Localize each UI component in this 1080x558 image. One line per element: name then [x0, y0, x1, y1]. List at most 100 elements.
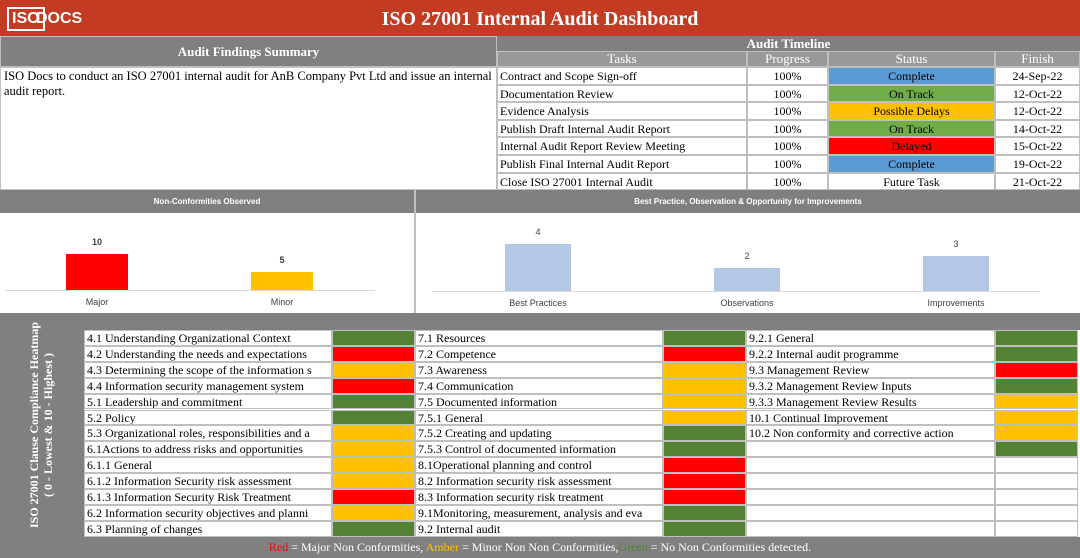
clause-status: [663, 345, 746, 362]
clause-status: [332, 377, 415, 394]
clause-status: [995, 473, 1078, 489]
clause-label: 10.2 Non conformity and corrective actio…: [746, 425, 995, 442]
value-label: 2: [744, 250, 750, 261]
findings-title: Audit Findings Summary: [0, 36, 497, 67]
clause-status: [663, 409, 746, 426]
clause-label: 7.3 Awareness: [415, 361, 663, 378]
clause-status: [995, 330, 1078, 346]
clause-status: [332, 409, 415, 426]
heatmap-side: ISO 27001 Clause Compliance Heatmap ( 0 …: [0, 313, 84, 537]
timeline-progress: 100%: [747, 172, 828, 191]
chart-baseline: [5, 290, 375, 291]
timeline-column-header: Finish: [995, 51, 1080, 67]
title-bar: ISO DOCS ISO 27001 Internal Audit Dashbo…: [0, 0, 1080, 36]
category-label: Improvements: [927, 298, 985, 308]
timeline-finish: 19-Oct-22: [995, 155, 1080, 173]
category-label: Major: [85, 297, 109, 307]
timeline-progress: 100%: [747, 84, 828, 103]
legend-text: = Major Non Conformities,: [288, 540, 426, 554]
timeline-progress: 100%: [747, 102, 828, 120]
clause-status: [663, 441, 746, 458]
timeline-progress: 100%: [747, 155, 828, 173]
heatmap-title: ISO 27001 Clause Compliance Heatmap: [27, 322, 41, 529]
clause-label: [746, 504, 995, 521]
clause-label: 7.1 Resources: [415, 330, 663, 346]
legend-text: Amber: [425, 540, 459, 554]
timeline-finish: 12-Oct-22: [995, 102, 1080, 120]
findings-text: ISO Docs to conduct an ISO 27001 interna…: [0, 67, 497, 190]
clause-status: [332, 520, 415, 537]
heatmap-subtitle: ( 0 - Lowest & 10 - Highest ): [41, 353, 55, 497]
clause-status: [663, 489, 746, 505]
clause-label: 5.2 Policy: [84, 409, 332, 426]
timeline-finish: 24-Sep-22: [995, 67, 1080, 85]
clause-status: [663, 520, 746, 537]
bar: [505, 244, 571, 291]
clause-label: 6.1.1 General: [84, 457, 332, 474]
clause-label: 4.2 Understanding the needs and expectat…: [84, 345, 332, 362]
clause-status: [663, 377, 746, 394]
clause-status: [332, 441, 415, 458]
timeline-title: Audit Timeline: [497, 36, 1080, 51]
clause-status: [332, 345, 415, 362]
timeline-status: Delayed: [828, 137, 995, 155]
bar: [714, 267, 780, 291]
clause-status: [332, 425, 415, 442]
bar: [251, 272, 313, 290]
timeline-task: Contract and Scope Sign-off: [497, 67, 747, 85]
clause-status: [995, 504, 1078, 521]
clause-label: 7.2 Competence: [415, 345, 663, 362]
timeline-column-header: Tasks: [497, 51, 747, 67]
clause-label: [746, 441, 995, 458]
timeline-status: On Track: [828, 119, 995, 138]
clause-status: [663, 504, 746, 521]
clause-label: 7.5.2 Creating and updating: [415, 425, 663, 442]
value-label: 5: [279, 255, 285, 265]
clause-label: 9.1Monitoring, measurement, analysis and…: [415, 504, 663, 521]
timeline-status: Future Task: [828, 172, 995, 191]
clause-status: [663, 330, 746, 346]
legend-text: Red: [268, 540, 289, 554]
clause-label: 9.3 Management Review: [746, 361, 995, 378]
clause-label: 6.2 Information security objectives and …: [84, 504, 332, 521]
divider: [414, 190, 416, 313]
clause-label: 4.3 Determining the scope of the informa…: [84, 361, 332, 378]
logo-iso: ISO: [7, 7, 45, 31]
clause-label: 9.2.2 Internal audit programme: [746, 345, 995, 362]
chart-title: Best Practice, Observation & Opportunity…: [634, 197, 862, 206]
clause-status: [995, 457, 1078, 474]
clause-label: 8.1Operational planning and control: [415, 457, 663, 474]
clause-status: [332, 393, 415, 410]
timeline-finish: 21-Oct-22: [995, 172, 1080, 191]
clause-label: [746, 457, 995, 474]
clause-status: [995, 489, 1078, 505]
heatmap-band: [0, 313, 1080, 330]
clause-label: 6.3 Planning of changes: [84, 520, 332, 537]
clause-status: [995, 425, 1078, 442]
clause-label: 4.1 Understanding Organizational Context: [84, 330, 332, 346]
timeline-task: Publish Final Internal Audit Report: [497, 155, 747, 173]
clause-status: [332, 330, 415, 346]
clause-status: [332, 504, 415, 521]
timeline-finish: 12-Oct-22: [995, 84, 1080, 103]
clause-status: [995, 361, 1078, 378]
timeline-progress: 100%: [747, 119, 828, 138]
clause-status: [332, 489, 415, 505]
timeline-column-header: Progress: [747, 51, 828, 67]
clause-status: [663, 457, 746, 474]
timeline-finish: 14-Oct-22: [995, 119, 1080, 138]
clause-label: 7.4 Communication: [415, 377, 663, 394]
timeline-task: Documentation Review: [497, 84, 747, 103]
timeline-finish: 15-Oct-22: [995, 137, 1080, 155]
logo-docs: DOCS: [36, 10, 83, 27]
clause-status: [995, 441, 1078, 458]
timeline-status: On Track: [828, 84, 995, 103]
timeline-progress: 100%: [747, 137, 828, 155]
clause-label: 8.3 Information security risk treatment: [415, 489, 663, 505]
clause-label: 6.1Actions to address risks and opportun…: [84, 441, 332, 458]
chart-baseline: [432, 291, 1040, 292]
value-label: 10: [91, 237, 102, 247]
legend-text: = No Non Conformities detected.: [647, 540, 812, 554]
clause-status: [332, 473, 415, 489]
clause-status: [332, 361, 415, 378]
